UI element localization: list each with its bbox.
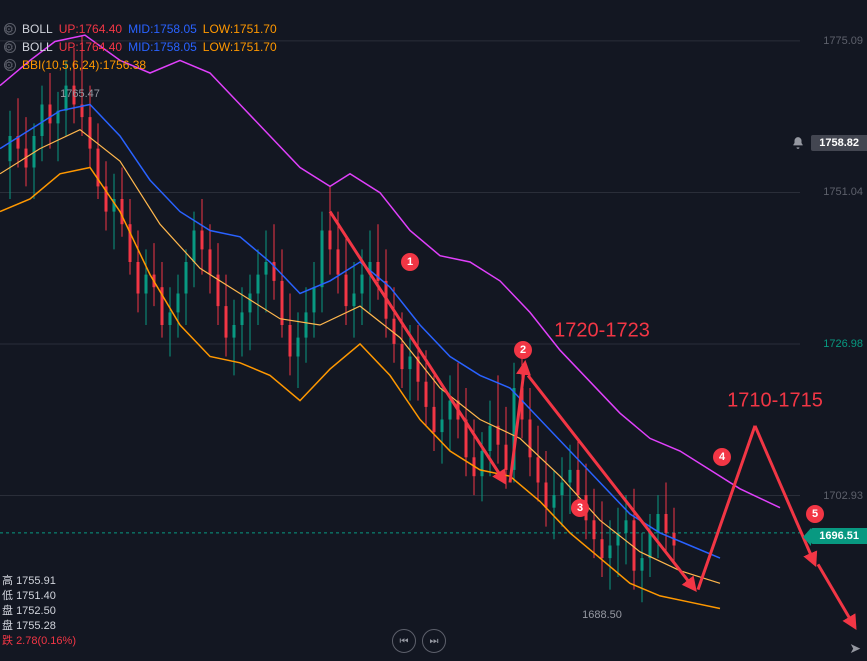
price-annotation: 1710-1715 [727, 389, 823, 412]
ohlc-panel: 高 1755.91 低 1751.40 盘 1752.50 盘 1755.28 … [2, 574, 76, 649]
price-chart[interactable] [0, 0, 867, 661]
indicator-boll[interactable]: BOLL UP:1764.40 MID:1758.05 LOW:1751.70 [4, 20, 277, 38]
y-axis-tick: 1702.93 [823, 490, 863, 502]
next-bar-button[interactable]: ⏭ [422, 629, 446, 653]
low-price-label: 1688.50 [582, 609, 622, 621]
alert-bell-icon[interactable] [789, 134, 807, 152]
y-axis-tick: 1751.04 [823, 186, 863, 198]
indicator-value: UP:1764.40 [59, 38, 122, 56]
gear-icon[interactable] [4, 41, 16, 53]
indicator-boll[interactable]: BOLL UP:1764.40 MID:1758.05 LOW:1751.70 [4, 38, 277, 56]
prev-bar-button[interactable]: ⏮ [392, 629, 416, 653]
indicator-value: BOLL [22, 38, 53, 56]
indicator-value: LOW:1751.70 [203, 38, 277, 56]
indicator-bbi[interactable]: BBI(10,5,6,24):1756.38 [4, 56, 146, 74]
gear-icon[interactable] [4, 23, 16, 35]
wave-marker-5[interactable]: 5 [806, 505, 824, 523]
wave-marker-3[interactable]: 3 [571, 499, 589, 517]
indicator-value: LOW:1751.70 [203, 20, 277, 38]
y-axis-tick: 1726.98 [823, 338, 863, 350]
indicator-value: UP:1764.40 [59, 20, 122, 38]
indicator-value: BOLL [22, 20, 53, 38]
gear-icon[interactable] [4, 59, 16, 71]
alert-price-tag: 1758.82 [811, 135, 867, 151]
wave-marker-2[interactable]: 2 [514, 341, 532, 359]
go-to-latest-icon[interactable]: ➤ [849, 640, 861, 657]
indicator-value: MID:1758.05 [128, 38, 197, 56]
y-axis-tick: 1775.09 [823, 35, 863, 47]
wave-marker-4[interactable]: 4 [713, 448, 731, 466]
wave-marker-1[interactable]: 1 [401, 253, 419, 271]
indicator-value: MID:1758.05 [128, 20, 197, 38]
peak-price-label: 1765.47 [60, 88, 100, 100]
last-price-tag: 1696.51 [811, 528, 867, 544]
price-annotation: 1720-1723 [554, 320, 650, 343]
indicator-value: BBI(10,5,6,24):1756.38 [22, 56, 146, 74]
